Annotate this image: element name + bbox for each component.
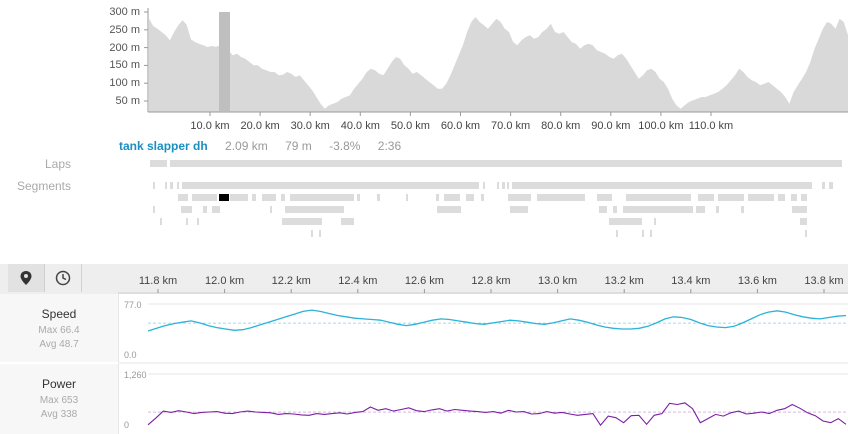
distance-axis-label: 13.4 km [671,275,711,287]
elevation-y-label: 150 m [109,59,140,72]
elevation-profile [149,17,848,112]
elevation-x-label: 80.0 km [541,120,581,132]
distance-axis-label: 13.2 km [604,275,644,287]
distance-axis-label: 12.4 km [338,275,378,287]
speed-stream-sidebar[interactable]: Speed Max 66.4 Avg 48.7 [0,294,119,362]
elevation-x-label: 50.0 km [390,120,430,132]
power-scale-min: 0 [124,420,130,430]
clock-icon [55,270,71,286]
power-avg: Avg 338 [40,409,78,420]
segment-grade: -3.8% [329,139,361,153]
power-title: Power [41,377,76,391]
speed-line [147,309,847,332]
time-mode-button[interactable] [45,264,82,292]
elevation-x-label: 110.0 km [688,120,734,132]
power-stream-sidebar[interactable]: Power Max 653 Avg 338 [0,364,119,434]
elevation-y-label: 300 m [109,6,140,18]
distance-axis-label: 12.2 km [271,275,311,287]
speed-title: Speed [41,307,77,321]
location-pin-icon [20,271,32,285]
distance-axis-ticks [118,289,848,294]
elevation-x-label: 100.0 km [638,120,684,132]
location-mode-button[interactable] [8,264,45,292]
power-scale-max: 1,260 [124,370,147,380]
elevation-y-label: 250 m [109,23,140,36]
segments-track[interactable] [0,0,848,245]
power-max: Max 653 [39,395,79,406]
power-chart[interactable] [0,364,848,434]
speed-scale-min: 0.0 [124,350,137,360]
distance-axis-label: 13.8 km [804,275,844,287]
elevation-y-label: 100 m [109,77,140,90]
segment-elev-gain: 79 m [285,139,312,153]
selected-segment [219,194,229,201]
laps-label: Laps [44,157,71,171]
speed-scale-max: 77.0 [124,300,142,310]
elevation-x-label: 20.0 km [240,120,280,132]
segment-distance: 2.09 km [225,139,268,153]
distance-axis-label: 12.8 km [471,275,511,287]
segment-name[interactable]: tank slapper dh [119,139,208,153]
elevation-y-label: 50 m [115,95,140,107]
elevation-x-label: 90.0 km [591,120,631,132]
segments-label: Segments [16,179,71,193]
lap-bar[interactable] [150,160,167,167]
elevation-plot[interactable] [0,0,848,118]
distance-axis-label: 11.8 km [138,275,178,287]
elevation-x-label: 60.0 km [440,120,481,132]
elevation-x-label: 10.0 km [190,120,230,132]
speed-avg: Avg 48.7 [39,339,79,350]
distance-axis-label: 13.6 km [737,275,777,287]
segment-info: tank slapper dh 2.09 km 79 m -3.8% 2:36 [119,139,415,153]
elevation-x-label: 30.0 km [290,120,330,132]
elevation-highlight [219,12,230,111]
elevation-y-label: 200 m [109,41,140,54]
speed-max: Max 66.4 [38,325,80,336]
distance-axis-label: 13.0 km [538,275,578,287]
speed-chart[interactable] [0,294,848,364]
elevation-x-label: 40.0 km [340,120,380,132]
elevation-chart[interactable]: 300 m 250 m 200 m 150 m 100 m 50 m 10.0 km 20.… [0,0,848,132]
elevation-x-label: 70.0 km [491,120,531,132]
distance-axis-label: 12.6 km [404,275,444,287]
distance-axis-label: 12.0 km [205,275,245,287]
power-line [147,402,847,427]
segment-time: 2:36 [377,139,402,153]
lap-bar[interactable] [170,160,842,167]
